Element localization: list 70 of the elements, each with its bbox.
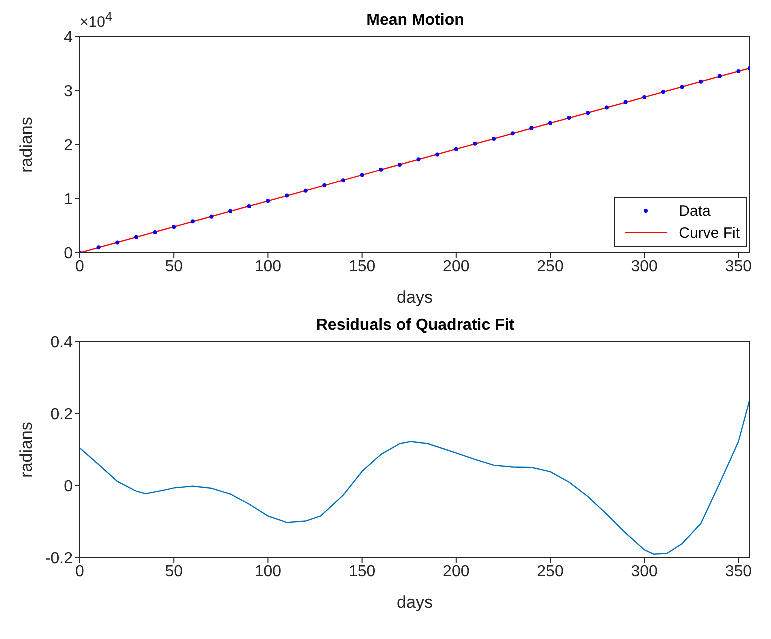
- y-tick-label: 0: [64, 246, 74, 263]
- x-tick-label: 350: [725, 258, 752, 276]
- point: [680, 85, 684, 90]
- legend-label: Curve Fit: [679, 224, 740, 242]
- x-tick-label: 100: [254, 258, 282, 276]
- point: [736, 70, 741, 74]
- point: [116, 240, 120, 245]
- y-tick-label: 4: [64, 30, 74, 47]
- x-tick-label: 0: [76, 258, 85, 276]
- y-tick-label: 0.4: [50, 334, 74, 352]
- point: [454, 147, 458, 152]
- point: [699, 80, 704, 84]
- y-axis-title: radians: [17, 117, 36, 173]
- point: [586, 111, 590, 116]
- point: [492, 137, 496, 142]
- x-tick-label: 100: [254, 563, 282, 580]
- point: [304, 188, 308, 193]
- point: [436, 152, 440, 157]
- point: [210, 214, 214, 219]
- point: [247, 204, 252, 209]
- y-tick-label: 0.2: [50, 406, 74, 424]
- point: [473, 142, 478, 146]
- point: [416, 158, 421, 162]
- y-tick-label: 0: [64, 478, 74, 496]
- text: ×10$^{4}$: [80, 10, 112, 31]
- x-tick-label: 250: [537, 563, 564, 580]
- y-tick-label: 1: [64, 192, 74, 209]
- x-tick-label: 250: [537, 258, 564, 276]
- point: [642, 95, 647, 100]
- point: [530, 126, 534, 130]
- legend-label: Data: [679, 202, 711, 220]
- point: [228, 209, 233, 214]
- x-tick-label: 50: [165, 563, 184, 580]
- y-tick-label: 3: [64, 84, 74, 101]
- y-tick-label: -0.2: [45, 550, 74, 568]
- y-tick-label: 2: [64, 138, 74, 155]
- x-tick-label: 200: [443, 258, 470, 276]
- x-tick-label: 300: [631, 563, 658, 580]
- x-axis-title: days: [397, 288, 433, 307]
- chart-title: Residuals of Quadratic Fit: [315, 317, 516, 335]
- point: [172, 225, 176, 230]
- x-axis-title: days: [397, 593, 433, 612]
- x-tick-label: 300: [631, 258, 658, 276]
- point: [190, 220, 195, 224]
- point: [96, 246, 101, 250]
- y-axis-title: radians: [17, 422, 36, 478]
- x-tick-label: 0: [76, 563, 85, 580]
- point: [510, 132, 515, 136]
- point: [285, 194, 290, 198]
- x-tick-label: 350: [725, 563, 752, 580]
- point: [153, 230, 158, 234]
- point: [624, 100, 628, 104]
- x-tick-label: 200: [443, 563, 470, 580]
- point: [567, 116, 572, 120]
- point: [379, 168, 384, 172]
- point: [266, 199, 270, 204]
- point: [661, 90, 666, 94]
- point: [548, 121, 553, 126]
- point: [360, 173, 364, 178]
- line-series: [80, 399, 750, 555]
- x-tick-label: 150: [348, 563, 376, 580]
- x-tick-label: 150: [348, 258, 376, 276]
- point: [134, 235, 138, 240]
- chart-title: Mean Motion: [366, 12, 464, 29]
- point: [322, 184, 327, 188]
- point: [718, 74, 722, 78]
- point: [604, 106, 609, 110]
- point: [398, 162, 402, 167]
- x-tick-label: 50: [165, 258, 184, 276]
- point: [341, 178, 346, 183]
